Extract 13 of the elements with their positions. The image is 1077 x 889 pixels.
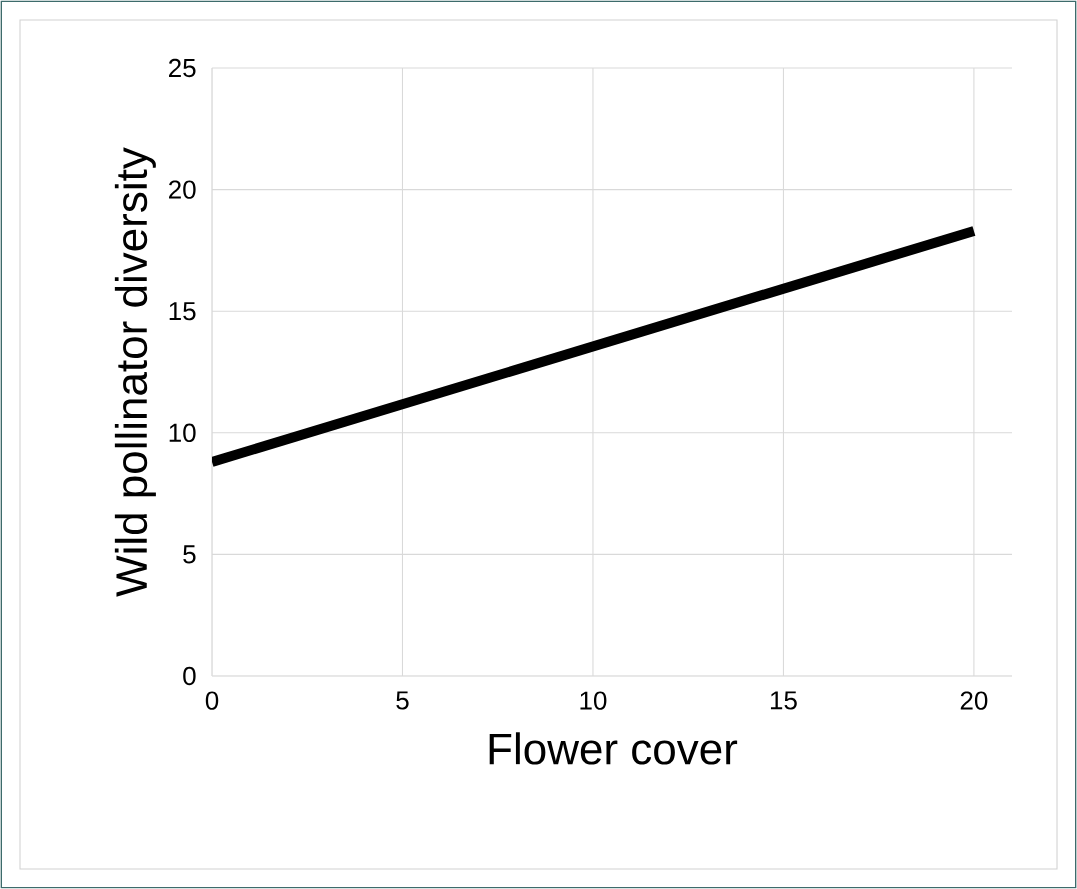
x-tick-label: 0 — [205, 691, 219, 710]
y-tick-label: 0 — [183, 666, 196, 686]
x-axis-title: Flower cover — [489, 732, 738, 765]
x-tick-label: 5 — [396, 691, 409, 710]
y-tick-label: 5 — [183, 545, 196, 564]
x-tick-label: 10 — [580, 691, 607, 710]
y-tick-label: 20 — [169, 180, 196, 199]
x-tick-label: 15 — [770, 691, 797, 710]
y-tick-label: 10 — [169, 423, 196, 442]
x-tick-label: 20 — [960, 691, 988, 710]
y-tick-label: 25 — [169, 58, 196, 78]
y-tick-label: 15 — [169, 302, 196, 321]
y-axis-title: Wild pollinator diversity — [114, 147, 156, 597]
